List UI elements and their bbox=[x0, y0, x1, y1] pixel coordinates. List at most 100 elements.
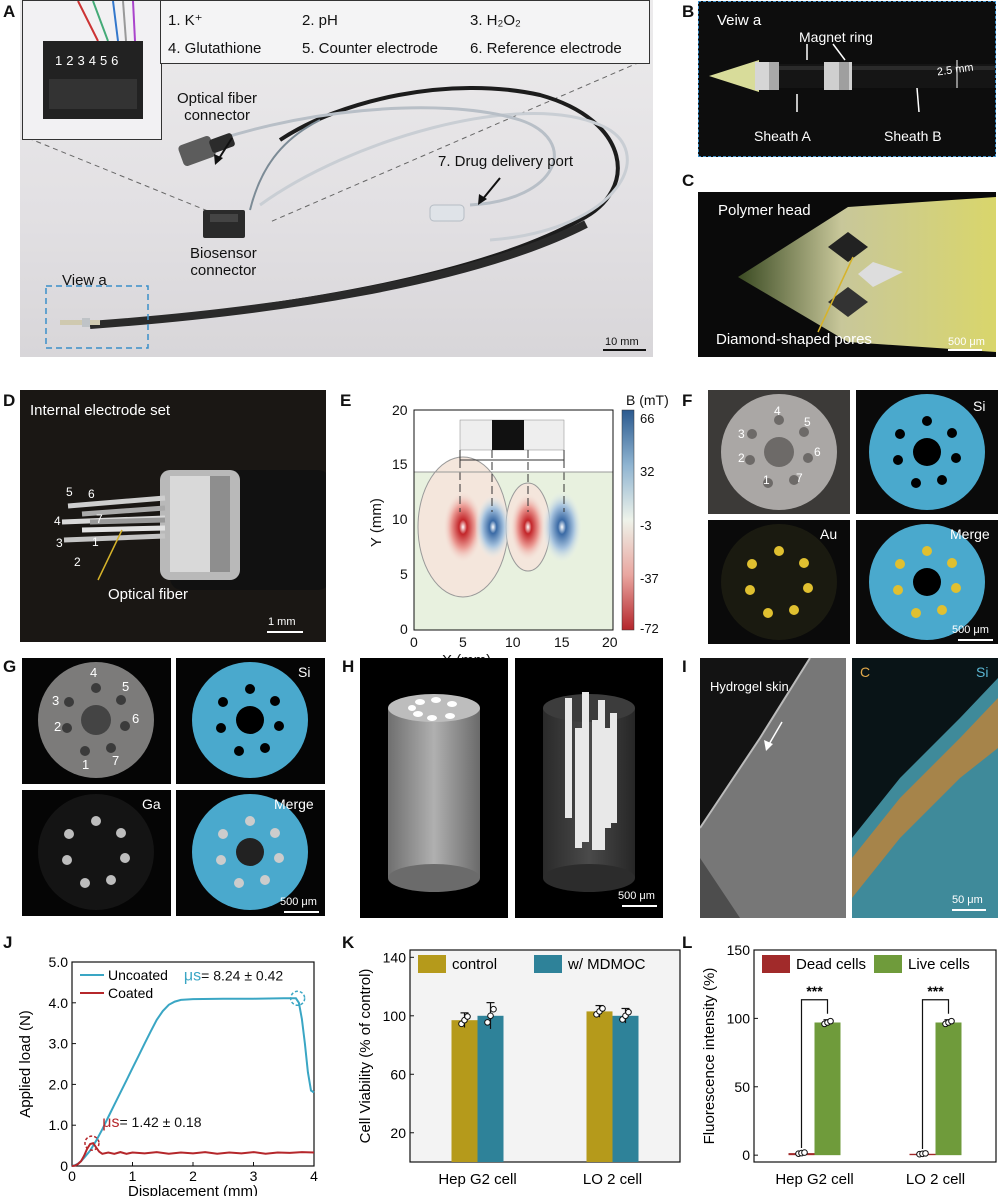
colorbar-title: B (mT) bbox=[626, 392, 669, 408]
panel-label: H bbox=[342, 657, 355, 676]
chart-j-friction: 0 1 2 3 4 0 1.0 2.0 3.0 4.0 5.0 Displacement (mm) Ap… bbox=[17, 954, 318, 1196]
y-tick-label: 0 bbox=[60, 1158, 68, 1174]
panel-g-edx: 4 5 3 6 2 1 7 Si Ga Merge 500 μm bbox=[22, 658, 325, 916]
y-tick-label: 4.0 bbox=[49, 995, 69, 1011]
legend-swatch bbox=[874, 955, 902, 973]
y-tick-label: 5.0 bbox=[49, 954, 69, 970]
chart-k-viability: 20 60 100 140 Cell Viability (% of control) H… bbox=[357, 949, 681, 1188]
data-point bbox=[487, 1012, 494, 1020]
diamond-pores-label: Diamond-shaped pores bbox=[716, 331, 872, 348]
panel-e-field-map: B (mT) 66 32 -3 -37 -72 20 15 10 5 0 0 5… bbox=[340, 390, 690, 652]
significance-bracket bbox=[800, 999, 829, 1149]
legend-swatch bbox=[762, 955, 790, 973]
hole-number: 4 bbox=[774, 404, 781, 418]
panel-label: E bbox=[340, 391, 352, 410]
y-tick-label: 140 bbox=[383, 949, 407, 965]
data-point bbox=[599, 1005, 606, 1012]
y-tick-label: 2.0 bbox=[49, 1076, 69, 1092]
bar bbox=[451, 1020, 478, 1162]
hydrogel-skin-label: Hydrogel skin bbox=[710, 679, 789, 694]
panel-label: D bbox=[3, 391, 16, 410]
pin-number: 2 bbox=[66, 53, 74, 68]
annotation-marker bbox=[289, 990, 306, 1007]
bar bbox=[586, 1011, 613, 1162]
pin-number: 6 bbox=[111, 53, 119, 68]
pin-legend-item: 4. Glutathione bbox=[168, 40, 262, 57]
hole-number: 3 bbox=[52, 693, 60, 708]
magnet-ring-label: Magnet ring bbox=[799, 29, 873, 45]
plot-frame bbox=[753, 949, 997, 1163]
series-line-uncoated bbox=[71, 997, 315, 1167]
colorbar-tick: -37 bbox=[640, 571, 659, 586]
electrode-number: 7 bbox=[96, 512, 103, 526]
category-label: Hep G2 cell bbox=[775, 1171, 853, 1188]
pin-legend-item: 6. Reference electrode bbox=[470, 40, 622, 57]
carbon-map-label: C bbox=[860, 664, 871, 680]
scale-bar-label: 500 μm bbox=[948, 336, 985, 348]
pin-legend bbox=[160, 0, 650, 64]
y-tick-label: 100 bbox=[727, 1010, 751, 1026]
electrode-number: 6 bbox=[88, 487, 95, 501]
x-tick-label: 10 bbox=[505, 634, 521, 650]
bar bbox=[477, 1015, 504, 1162]
plot-background bbox=[410, 950, 680, 1162]
legend-label: Coated bbox=[108, 985, 153, 1001]
scale-bar-label: 500 μm bbox=[618, 890, 655, 902]
x-tick-label: 20 bbox=[602, 634, 618, 650]
y-tick-label: 100 bbox=[383, 1008, 407, 1024]
x-tick-label: 0 bbox=[68, 1168, 76, 1184]
plot-frame bbox=[409, 949, 681, 1163]
pin-legend-item: 3. H₂O₂ bbox=[470, 12, 521, 29]
bar bbox=[935, 1022, 962, 1156]
electrode-number: 3 bbox=[56, 536, 63, 550]
y-tick-label: 20 bbox=[392, 402, 408, 418]
data-point bbox=[827, 1017, 834, 1025]
y-axis-label: Cell Viability (% of control) bbox=[357, 969, 374, 1144]
pin-legend-item: 1. K⁺ bbox=[168, 12, 203, 29]
pin-number: 5 bbox=[99, 53, 108, 68]
silicon-map-label: Si bbox=[976, 664, 989, 680]
panel-label: L bbox=[682, 933, 693, 952]
panel-label: F bbox=[682, 391, 693, 410]
hole-number: 5 bbox=[122, 679, 130, 694]
hole-number: 6 bbox=[132, 711, 140, 726]
y-axis-label: Applied load (N) bbox=[17, 1010, 34, 1118]
pin-legend-item: 5. Counter electrode bbox=[302, 40, 438, 57]
legend-label: Live cells bbox=[908, 956, 970, 973]
x-tick-label: 3 bbox=[250, 1168, 258, 1184]
scale-bar-label: 500 μm bbox=[280, 896, 317, 908]
x-axis-label: Displacement (mm) bbox=[128, 1183, 258, 1196]
x-tick-label: 4 bbox=[310, 1168, 318, 1184]
panel-label: A bbox=[3, 2, 16, 21]
electrode-set-title: Internal electrode set bbox=[30, 402, 171, 419]
significance-label: *** bbox=[927, 983, 944, 999]
y-tick-label: 10 bbox=[392, 511, 408, 527]
y-tick-label: 1.0 bbox=[49, 1117, 69, 1133]
x-tick-label: 15 bbox=[554, 634, 570, 650]
panel-label: J bbox=[3, 933, 13, 952]
data-point bbox=[490, 1005, 497, 1013]
hole-number: 6 bbox=[814, 445, 821, 459]
category-label: LO 2 cell bbox=[583, 1171, 642, 1188]
hole-number: 4 bbox=[90, 665, 98, 680]
hole-number: 1 bbox=[82, 757, 90, 772]
data-point bbox=[464, 1013, 471, 1020]
optical-connector-label: Optical fiber connector bbox=[177, 90, 258, 125]
x-tick-label: 5 bbox=[459, 634, 467, 650]
hole-number: 2 bbox=[738, 451, 745, 465]
electrode-number: 5 bbox=[66, 485, 73, 499]
si-map-label: Si bbox=[298, 664, 311, 680]
y-tick-label: 0 bbox=[400, 621, 408, 637]
view-a-label: View a bbox=[62, 272, 107, 289]
merge-map-label: Merge bbox=[274, 796, 314, 812]
legend-label: w/ MDMOC bbox=[567, 956, 646, 973]
legend-label: Dead cells bbox=[796, 956, 866, 973]
panel-label: G bbox=[3, 657, 17, 676]
panel-h-renders: 500 μm bbox=[360, 658, 663, 918]
merge-map-label: Merge bbox=[950, 526, 990, 542]
y-tick-label: 60 bbox=[390, 1066, 406, 1082]
data-point bbox=[484, 1019, 491, 1026]
data-point bbox=[625, 1008, 632, 1016]
electrode-number: 4 bbox=[54, 514, 61, 528]
x-tick-label: 1 bbox=[129, 1168, 137, 1184]
